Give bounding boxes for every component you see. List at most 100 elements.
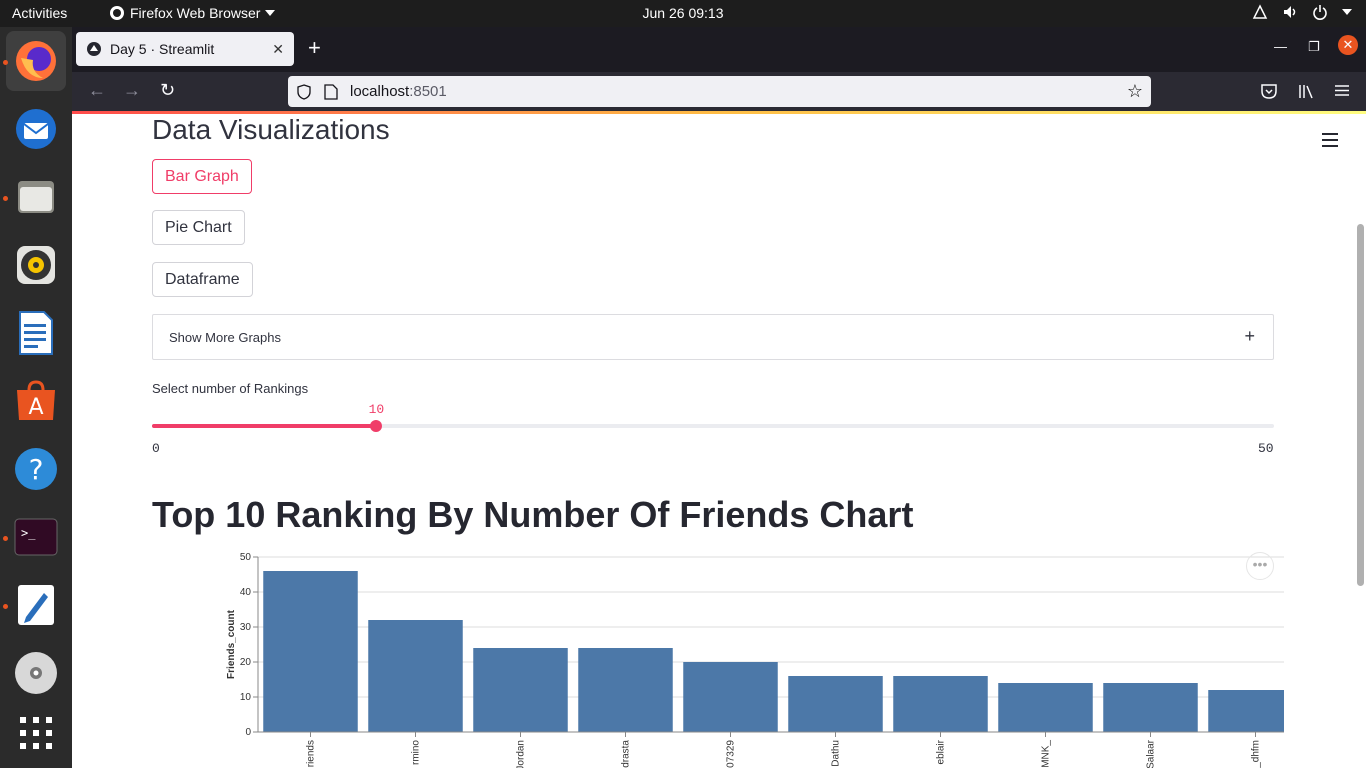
x-tick-label: MNK_ [1041,740,1052,768]
page-title: Data Visualizations [152,114,390,145]
chart-y-axis: 0 10 20 30 40 50 Friends_count [226,552,259,738]
tab-title: Day 5 · Streamlit [110,41,215,57]
svg-text:>_: >_ [21,526,36,540]
x-tick-label: rmino [411,740,422,765]
bar-graph-button[interactable]: Bar Graph [152,159,252,194]
new-tab-icon[interactable]: + [308,35,321,60]
rhythmbox-icon [17,246,55,284]
tab-close-icon[interactable]: ✕ [272,40,284,57]
chart-heading: Top 10 Ranking By Number Of Friends Char… [152,494,914,535]
x-tick-label: _dhfm [1251,740,1262,768]
chart-x-axis: riends rmino Jordan drasta 07329 Dathu eblair M… [258,731,1284,768]
svg-text:?: ? [29,453,44,486]
url-host: localhost [350,83,410,100]
dock-thunderbird[interactable] [6,99,66,159]
dock-show-apps[interactable] [6,703,66,763]
network-icon [1252,4,1268,19]
show-more-graphs-expander[interactable]: Show More Graphs + [152,314,1274,360]
pie-chart-button[interactable]: Pie Chart [152,210,245,245]
clock: Jun 26 09:13 [0,5,1366,21]
bar [1208,690,1284,732]
power-icon [1313,5,1327,20]
browser-nav-bar: ← → ↻ localhost:8501 ☆ [72,72,1366,111]
page-scrollbar[interactable] [1357,224,1364,586]
minimize-icon[interactable]: — [1274,39,1287,54]
x-tick-label: Jordan [516,740,527,768]
dock: A ? >_ [0,27,72,768]
dock-help[interactable]: ? [6,439,66,499]
libreoffice-writer-icon [19,311,53,355]
chart-more-options-icon[interactable]: ••• [1246,552,1274,580]
dock-text-editor[interactable] [6,575,66,635]
bar [473,648,568,732]
y-tick-label: 30 [240,622,252,633]
forward-icon[interactable]: → [123,80,141,100]
app-menu[interactable]: Firefox Web Browser [109,5,276,21]
y-tick-label: 50 [240,552,252,563]
dock-app-center[interactable]: A [6,371,66,431]
thunderbird-icon [16,109,56,149]
dock-terminal[interactable]: >_ [6,507,66,567]
plus-icon: + [1244,326,1255,346]
x-tick-label: 07329 [726,740,737,768]
chevron-down-icon [1342,9,1352,15]
clock-label[interactable]: Jun 26 09:13 [642,5,724,21]
url-port: :8501 [409,83,447,100]
close-window-icon[interactable]: ✕ [1338,35,1358,55]
x-tick-label: Dathu [831,740,842,767]
disc-icon [15,652,57,694]
bar [788,676,883,732]
system-top-bar: Activities Firefox Web Browser Jun 26 09… [0,0,1366,27]
streamlit-status-gradient [72,111,1366,114]
back-icon[interactable]: ← [88,80,106,100]
dataframe-button[interactable]: Dataframe [152,262,253,297]
firefox-small-icon [110,6,124,20]
slider-value-label: 10 [368,402,385,417]
menu-icon[interactable] [1335,84,1349,97]
hamburger-menu-icon[interactable] [1322,133,1338,151]
dock-firefox[interactable] [6,31,66,91]
reload-icon[interactable]: ↻ [160,80,176,100]
pocket-icon[interactable] [1261,84,1277,99]
slider-min-label: 0 [152,441,160,456]
firefox-icon [16,41,56,81]
bar [263,571,358,732]
svg-text:A: A [28,395,43,420]
show-apps-icon [20,717,52,749]
rankings-slider[interactable] [152,420,1274,432]
streamlit-favicon-icon [87,42,101,56]
bar [368,620,463,732]
dock-rhythmbox[interactable] [6,235,66,295]
x-tick-label: eblair [936,739,947,764]
y-tick-label: 20 [240,657,252,668]
url-bar[interactable]: localhost:8501 ☆ [288,76,1151,107]
terminal-icon: >_ [14,518,58,556]
y-tick-label: 10 [240,692,252,703]
bar [893,676,988,732]
slider-thumb[interactable] [370,420,383,432]
y-tick-label: 40 [240,587,252,598]
system-tray[interactable] [1252,4,1352,20]
activities-button[interactable]: Activities [12,5,68,21]
friends-bar-chart: 0 10 20 30 40 50 Friends_count riends rmino Jord… [226,552,1284,768]
dock-writer[interactable] [6,303,66,363]
expander-label: Show More Graphs [169,330,281,345]
x-tick-label: riends [306,740,317,767]
dock-disc[interactable] [6,643,66,703]
tab-streamlit[interactable]: Day 5 · Streamlit ✕ [76,32,294,66]
y-axis-title: Friends_count [226,609,237,679]
dock-files[interactable] [6,167,66,227]
page-icon [324,83,338,100]
library-icon[interactable] [1298,84,1314,99]
volume-icon [1284,6,1296,18]
x-tick-label: drasta [621,740,632,768]
y-tick-label: 0 [245,727,251,738]
browser-tab-bar: Day 5 · Streamlit ✕ + — ❐ ✕ [72,27,1366,72]
slider-max-label: 50 [1258,441,1274,456]
restore-icon[interactable]: ❐ [1308,39,1320,54]
bar [578,648,673,732]
slider-label: Select number of Rankings [152,381,309,396]
bookmark-star-icon[interactable]: ☆ [1126,81,1143,101]
x-tick-label: Salaar [1146,739,1157,768]
files-icon [18,181,54,213]
